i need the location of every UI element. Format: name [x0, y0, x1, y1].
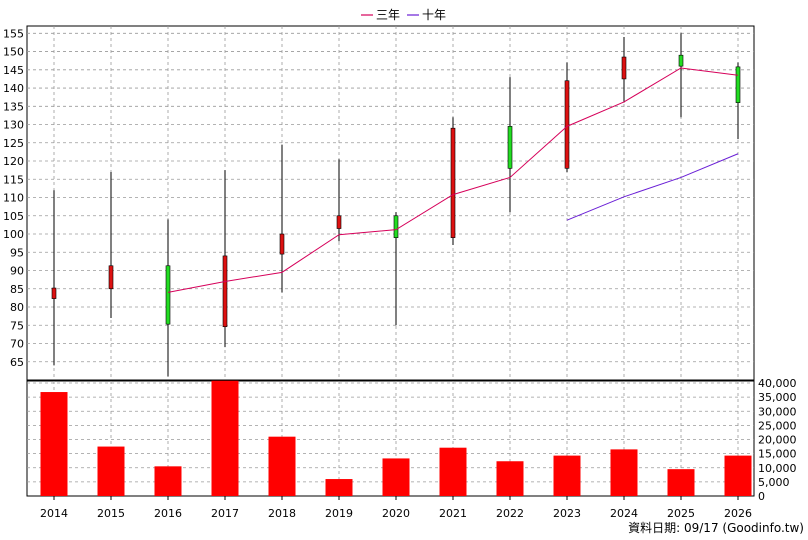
- volume-tick-label: 40,000: [758, 377, 797, 390]
- volume-tick-label: 30,000: [758, 405, 797, 418]
- x-tick-label: 2019: [325, 507, 353, 520]
- volume-bar: [553, 455, 581, 496]
- price-tick-label: 95: [10, 246, 24, 259]
- candle-body: [108, 265, 114, 290]
- price-tick-label: 145: [3, 64, 24, 77]
- price-tick-label: 70: [10, 338, 24, 351]
- price-tick-label: 105: [3, 210, 24, 223]
- volume-tick-label: 35,000: [758, 391, 797, 404]
- price-tick-label: 125: [3, 137, 24, 150]
- candle-body: [678, 54, 684, 67]
- volume-tick-label: 25,000: [758, 419, 797, 432]
- price-tick-label: 80: [10, 301, 24, 314]
- volume-tick-label: 20,000: [758, 434, 797, 447]
- candle-body: [165, 265, 171, 325]
- price-tick-label: 110: [3, 192, 24, 205]
- candle-body: [735, 66, 741, 103]
- legend-label-ten-year: 十年: [422, 8, 446, 22]
- candle-body: [507, 126, 513, 169]
- price-tick-label: 100: [3, 228, 24, 241]
- volume-bar: [382, 458, 410, 496]
- volume-bar: [439, 447, 467, 496]
- volume-tick-label: 0: [758, 490, 765, 503]
- x-tick-label: 2021: [439, 507, 467, 520]
- candle-body: [222, 255, 228, 328]
- price-tick-label: 90: [10, 265, 24, 278]
- x-tick-label: 2017: [211, 507, 239, 520]
- x-tick-label: 2023: [553, 507, 581, 520]
- volume-bar: [40, 392, 68, 496]
- candle-body: [336, 215, 342, 229]
- volume-bar: [97, 446, 125, 496]
- volume-bar: [610, 449, 638, 496]
- volume-bar: [211, 380, 239, 496]
- ten-year-line: [566, 153, 739, 221]
- legend: 三年 十年: [361, 8, 446, 22]
- price-tick-label: 120: [3, 155, 24, 168]
- price-tick-label: 135: [3, 100, 24, 113]
- volume-bar: [667, 469, 695, 496]
- x-tick-label: 2015: [97, 507, 125, 520]
- price-tick-label: 115: [3, 173, 24, 186]
- candle-body: [450, 127, 456, 238]
- x-tick-label: 2020: [382, 507, 410, 520]
- x-tick-label: 2025: [667, 507, 695, 520]
- three-year-line: [167, 67, 739, 293]
- volume-tick-label: 5,000: [758, 476, 790, 489]
- price-tick-label: 130: [3, 119, 24, 132]
- x-tick-label: 2014: [40, 507, 68, 520]
- volume-tick-label: 15,000: [758, 448, 797, 461]
- x-tick-label: 2022: [496, 507, 524, 520]
- data-date-footer: 資料日期: 09/17 (Goodinfo.tw): [628, 521, 804, 535]
- price-frame: [26, 25, 755, 381]
- price-tick-label: 140: [3, 82, 24, 95]
- legend-label-three-year: 三年: [376, 8, 400, 22]
- price-panel: 65 70 75 80 85 90 95 100 105 110 115 120 125 130 135 14…: [3, 25, 755, 381]
- volume-bar: [496, 461, 524, 496]
- x-axis: 2014 2015 2016 2017 2018 2019 2020 2021 2022 2023…: [40, 496, 752, 520]
- x-tick-label: 2024: [610, 507, 638, 520]
- x-tick-label: 2018: [268, 507, 296, 520]
- price-tick-label: 75: [10, 319, 24, 332]
- volume-bar: [325, 479, 353, 496]
- candle-body: [279, 233, 285, 255]
- candle-body: [393, 215, 399, 238]
- volume-bar: [724, 455, 752, 496]
- x-tick-label: 2026: [724, 507, 752, 520]
- volume-tick-label: 10,000: [758, 462, 797, 475]
- volume-bar: [154, 466, 182, 496]
- volume-bar: [268, 436, 296, 496]
- price-tick-label: 65: [10, 356, 24, 369]
- price-tick-label: 150: [3, 46, 24, 59]
- candle-body: [564, 80, 570, 169]
- candle-body: [621, 56, 627, 80]
- x-tick-label: 2016: [154, 507, 182, 520]
- candle-body: [51, 287, 57, 299]
- price-tick-label: 85: [10, 283, 24, 296]
- price-tick-label: 155: [3, 27, 24, 40]
